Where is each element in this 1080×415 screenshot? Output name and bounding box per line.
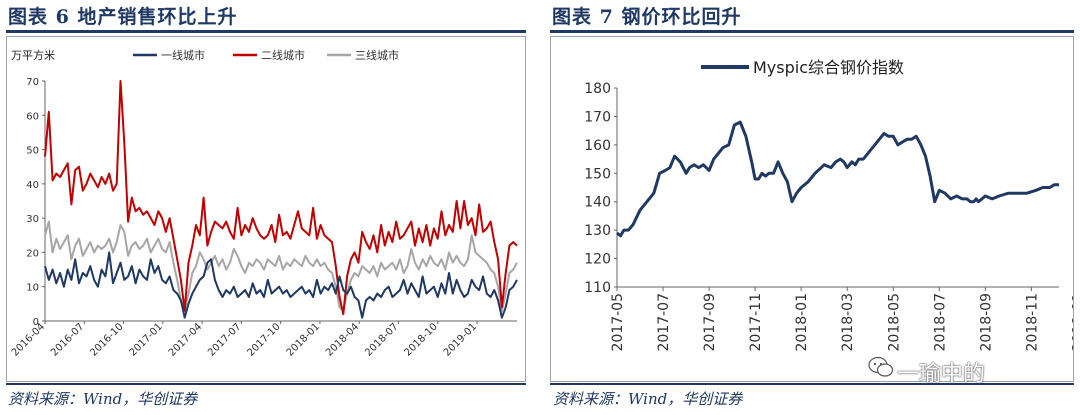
y-tick-label: 120 — [584, 252, 611, 268]
y-tick-label: 0 — [33, 317, 39, 328]
x-tick-label: 2017-11 — [748, 293, 764, 352]
x-tick-label: 2017-07 — [656, 293, 672, 352]
x-tick-label: 2017-07 — [206, 321, 243, 358]
y-tick-label: 140 — [584, 195, 611, 211]
y-tick-label: 50 — [26, 146, 39, 157]
x-tick-label: 2017-09 — [702, 293, 718, 352]
x-tick-label: 2018-03 — [840, 293, 856, 352]
y-tick-label: 110 — [584, 280, 611, 296]
left-bottom-rule — [6, 383, 526, 385]
legend-label-2: 二线城市 — [261, 48, 305, 62]
y-tick-label: 40 — [26, 180, 39, 191]
legend-label-3: 三线城市 — [355, 48, 399, 62]
x-tick-label: 2018-10 — [403, 321, 440, 358]
right-chart-panel: Myspic综合钢价指数 110 120 130 140 150 160 170 180 2017… — [550, 36, 1080, 382]
x-tick-label: 2017-10 — [245, 321, 282, 358]
legend-label-1: 一线城市 — [161, 48, 205, 62]
left-source-note: 资料来源：Wind，华创证券 — [8, 390, 198, 408]
x-tick-label: 2016-10 — [88, 321, 125, 358]
x-tick-label: 2019-01 — [1070, 293, 1073, 352]
x-tick-label: 2018-01 — [285, 321, 322, 358]
x-tick-label: 2017-05 — [610, 293, 626, 352]
x-tick-label: 2018-07 — [932, 293, 948, 352]
x-tick-label: 2016-04 — [10, 321, 47, 358]
x-tick-label: 2018-05 — [886, 293, 902, 352]
right-figure-title: 图表 7 钢价环比回升 — [552, 6, 742, 28]
left-title-rule — [6, 30, 526, 33]
left-figure-title: 图表 6 地产销售环比上升 — [8, 6, 238, 28]
right-chart: Myspic综合钢价指数 110 120 130 140 150 160 170 180 2017… — [584, 58, 1080, 352]
y-tick-label: 70 — [26, 77, 39, 88]
x-tick-label: 2018-01 — [794, 293, 810, 352]
y-tick-label: 60 — [26, 111, 39, 122]
y-tick-label: 20 — [26, 248, 39, 259]
wechat-icon — [868, 356, 894, 377]
y-tick-label: 150 — [584, 166, 611, 182]
y-tick-label: 130 — [584, 223, 611, 239]
series-line-3 — [44, 220, 518, 312]
x-tick-label: 2019-01 — [442, 321, 479, 358]
watermark-text: 一瑜中的 — [897, 362, 986, 387]
right-source-note: 资料来源：Wind，华创证券 — [553, 390, 743, 408]
x-tick-label: 2018-07 — [363, 321, 400, 358]
series-line-1 — [616, 120, 1059, 238]
left-y-axis-label: 万平方米 — [11, 48, 55, 62]
x-tick-label: 2017-04 — [167, 321, 204, 358]
series-line-1 — [44, 251, 518, 319]
x-tick-label: 2018-09 — [978, 293, 994, 352]
x-tick-label: 2018-11 — [1024, 293, 1040, 352]
y-tick-label: 170 — [584, 109, 611, 125]
y-tick-label: 160 — [584, 138, 611, 154]
y-tick-label: 30 — [26, 214, 39, 225]
left-chart-panel: 万平方米 一线城市 二线城市 三线城市 0 10 20 30 40 50 60 70 2016-04 20… — [6, 36, 526, 382]
x-tick-label: 2016-07 — [49, 321, 86, 358]
x-tick-label: 2017-01 — [128, 321, 165, 358]
series-line-2 — [44, 80, 518, 316]
y-tick-label: 10 — [26, 283, 39, 294]
y-tick-label: 180 — [584, 81, 611, 97]
legend-label-1: Myspic综合钢价指数 — [753, 58, 904, 77]
right-bottom-rule — [550, 383, 1074, 385]
x-tick-label: 2018-04 — [324, 321, 361, 358]
right-title-rule — [550, 30, 1074, 33]
